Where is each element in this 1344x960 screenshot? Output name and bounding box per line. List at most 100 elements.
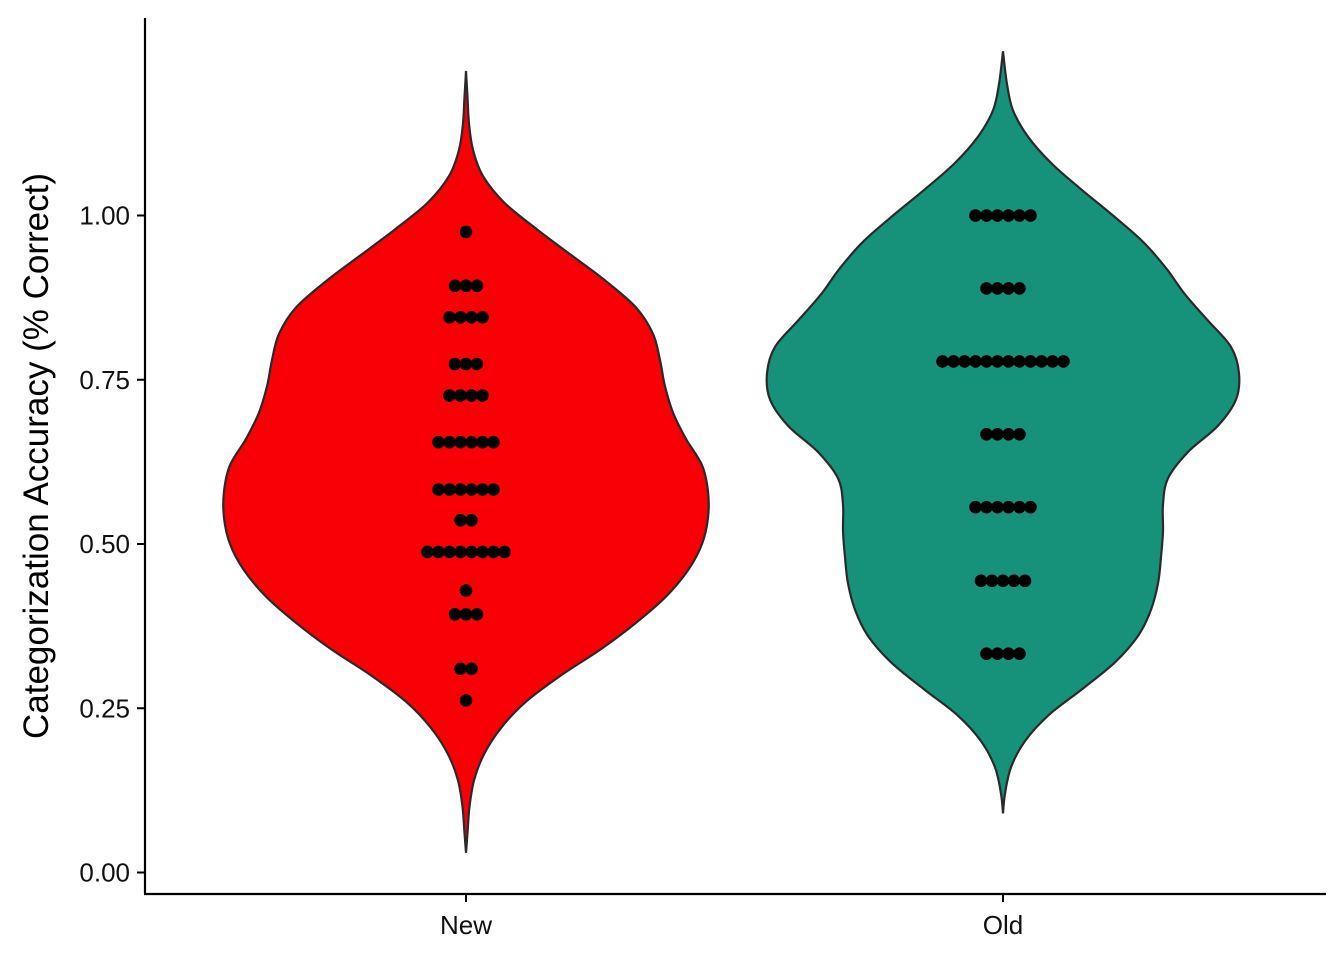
y-tick-label: 1.00	[79, 201, 130, 231]
violin-new	[222, 70, 710, 853]
data-point-old	[980, 647, 993, 660]
y-ticks: 0.00 0.25 0.50 0.75 1.00	[79, 201, 145, 888]
data-point-old	[1057, 355, 1070, 368]
data-point-old	[969, 355, 982, 368]
data-point-old	[947, 355, 960, 368]
data-point-new	[443, 435, 456, 449]
data-point-new	[470, 357, 484, 371]
y-tick-label: 0.50	[79, 529, 130, 559]
data-point-new	[454, 662, 467, 676]
data-point-new	[459, 694, 473, 707]
data-point-old	[991, 647, 1004, 660]
data-point-old	[1013, 428, 1026, 441]
dots-layer	[421, 209, 1070, 707]
data-point-new	[459, 584, 473, 597]
data-point-old	[969, 500, 982, 514]
data-point-new	[465, 662, 478, 676]
y-tick-label: 0.00	[79, 858, 130, 888]
data-point-new	[421, 545, 434, 559]
y-tick-label: 0.75	[79, 365, 130, 395]
data-point-old	[980, 282, 993, 295]
data-point-old	[1013, 647, 1026, 660]
data-point-new	[487, 483, 500, 496]
data-point-new	[454, 389, 467, 402]
data-point-new	[432, 545, 445, 559]
y-axis-title: Categorization Accuracy (% Correct)	[17, 173, 56, 739]
data-point-old	[1002, 647, 1015, 660]
data-point-old	[996, 574, 1010, 588]
data-point-old	[1013, 282, 1026, 295]
data-point-old	[1002, 209, 1015, 222]
x-tick-label-new: New	[440, 910, 492, 940]
data-point-old	[958, 355, 971, 368]
data-point-old	[980, 500, 993, 514]
data-point-new	[432, 483, 445, 496]
data-point-new	[459, 357, 473, 371]
data-point-old	[980, 355, 993, 368]
data-point-old	[1013, 209, 1026, 222]
data-point-old	[1002, 428, 1015, 441]
data-point-old	[1024, 500, 1037, 514]
data-point-new	[470, 279, 484, 293]
data-point-new	[443, 389, 456, 402]
data-point-new	[498, 545, 511, 559]
data-point-new	[454, 311, 467, 324]
data-point-new	[465, 389, 478, 402]
data-point-new	[443, 545, 456, 559]
data-point-old	[1007, 574, 1021, 588]
data-point-new	[465, 545, 478, 559]
data-point-old	[991, 209, 1004, 222]
data-point-new	[465, 483, 478, 496]
x-ticks: New Old	[440, 894, 1023, 940]
data-point-new	[443, 311, 456, 324]
data-point-new	[470, 608, 484, 621]
data-point-old	[1024, 355, 1037, 368]
data-point-new	[454, 545, 467, 559]
data-point-new	[465, 514, 478, 527]
data-point-old	[1002, 355, 1015, 368]
data-point-old	[969, 209, 982, 222]
data-point-new	[476, 389, 489, 402]
data-point-new	[448, 608, 462, 621]
data-point-old	[991, 282, 1004, 295]
data-point-old	[1035, 355, 1048, 368]
data-point-old	[1013, 500, 1026, 514]
data-point-new	[476, 483, 489, 496]
data-point-old	[980, 209, 993, 222]
data-point-new	[454, 483, 467, 496]
data-point-old	[1013, 355, 1026, 368]
violins-layer	[222, 51, 1241, 853]
data-point-new	[465, 311, 478, 324]
axes-layer	[143, 18, 1326, 896]
data-point-new	[454, 435, 467, 449]
data-point-new	[432, 435, 445, 449]
data-point-old	[936, 355, 949, 368]
data-point-new	[465, 435, 478, 449]
data-point-new	[459, 608, 473, 621]
data-point-old	[985, 574, 999, 588]
x-tick-label-old: Old	[983, 910, 1023, 940]
data-point-old	[974, 574, 988, 588]
data-point-old	[1002, 282, 1015, 295]
data-point-new	[454, 514, 467, 527]
data-point-new	[448, 279, 462, 293]
data-point-new	[443, 483, 456, 496]
data-point-old	[1018, 574, 1032, 588]
data-point-new	[459, 279, 473, 293]
data-point-new	[476, 545, 489, 559]
data-point-old	[1046, 355, 1059, 368]
data-point-old	[991, 355, 1004, 368]
y-tick-label: 0.25	[79, 693, 130, 723]
data-point-new	[487, 435, 500, 449]
data-point-old	[991, 428, 1004, 441]
data-point-new	[487, 545, 500, 559]
data-point-new	[448, 357, 462, 371]
data-point-old	[1002, 500, 1015, 514]
data-point-old	[991, 500, 1004, 514]
data-point-new	[476, 435, 489, 449]
data-point-old	[1024, 209, 1037, 222]
data-point-new	[476, 311, 489, 324]
data-point-new	[459, 225, 473, 239]
data-point-old	[980, 428, 993, 441]
